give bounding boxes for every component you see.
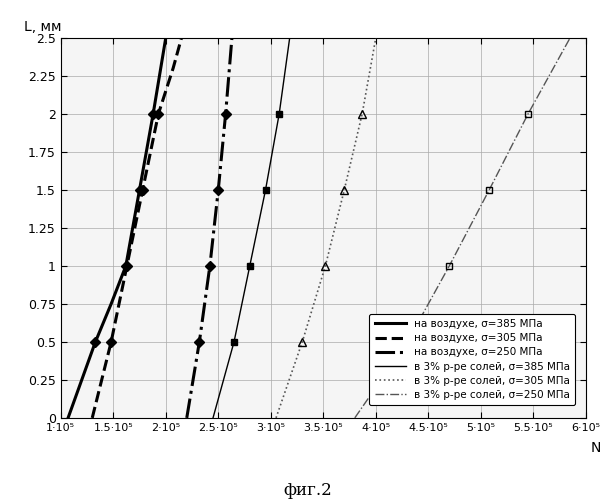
на воздухе, σ=305 МПа: [139, 187, 147, 193]
в 3% р-ре солей, σ=305 МПа: [341, 187, 348, 193]
на воздухе, σ=250 МПа: [196, 339, 203, 345]
в 3% р-ре солей, σ=385 МПа: [262, 187, 269, 193]
на воздухе, σ=305 МПа: [123, 263, 131, 269]
на воздухе, σ=250 МПа: [229, 35, 236, 41]
в 3% р-ре солей, σ=250 МПа: [485, 187, 493, 193]
на воздухе, σ=305 МПа: [155, 111, 162, 117]
Line: на воздухе, σ=385 МПа: на воздухе, σ=385 МПа: [68, 38, 166, 418]
на воздухе, σ=250 МПа: [214, 187, 222, 193]
Text: L, мм: L, мм: [24, 20, 62, 34]
на воздухе, σ=385 МПа: [65, 415, 72, 421]
в 3% р-ре солей, σ=250 МПа: [445, 263, 453, 269]
Text: N: N: [591, 440, 601, 454]
в 3% р-ре солей, σ=385 МПа: [286, 35, 293, 41]
на воздухе, σ=250 МПа: [222, 111, 229, 117]
в 3% р-ре солей, σ=250 МПа: [524, 111, 532, 117]
в 3% р-ре солей, σ=385 МПа: [275, 111, 283, 117]
на воздухе, σ=385 МПа: [78, 377, 86, 383]
в 3% р-ре солей, σ=250 МПа: [566, 35, 573, 41]
на воздухе, σ=305 МПа: [169, 66, 177, 71]
на воздухе, σ=305 МПа: [89, 415, 96, 421]
на воздухе, σ=385 МПа: [150, 111, 157, 117]
в 3% р-ре солей, σ=305 МПа: [322, 263, 329, 269]
на воздухе, σ=305 МПа: [178, 35, 185, 41]
в 3% р-ре солей, σ=305 МПа: [359, 111, 366, 117]
на воздухе, σ=385 МПа: [122, 263, 129, 269]
на воздухе, σ=385 МПа: [136, 187, 143, 193]
Line: на воздухе, σ=305 МПа: на воздухе, σ=305 МПа: [92, 38, 182, 418]
в 3% р-ре солей, σ=250 МПа: [403, 339, 411, 345]
на воздухе, σ=250 МПа: [206, 263, 214, 269]
Text: фиг.2: фиг.2: [283, 482, 333, 499]
в 3% р-ре солей, σ=385 МПа: [246, 263, 253, 269]
в 3% р-ре солей, σ=385 МПа: [209, 415, 217, 421]
Line: в 3% р-ре солей, σ=305 МПа: в 3% р-ре солей, σ=305 МПа: [276, 38, 376, 418]
Line: в 3% р-ре солей, σ=250 МПа: в 3% р-ре солей, σ=250 МПа: [355, 38, 570, 418]
Legend: на воздухе, σ=385 МПа, на воздухе, σ=305 МПа, на воздухе, σ=250 МПа, в 3% р-ре с: на воздухе, σ=385 МПа, на воздухе, σ=305…: [370, 314, 575, 405]
в 3% р-ре солей, σ=250 МПа: [351, 415, 359, 421]
на воздухе, σ=305 МПа: [107, 339, 115, 345]
на воздухе, σ=385 МПа: [92, 339, 99, 345]
в 3% р-ре солей, σ=305 МПа: [372, 35, 379, 41]
на воздухе, σ=385 МПа: [162, 35, 169, 41]
Line: в 3% р-ре солей, σ=385 МПа: в 3% р-ре солей, σ=385 МПа: [213, 38, 290, 418]
в 3% р-ре солей, σ=305 МПа: [299, 339, 306, 345]
в 3% р-ре солей, σ=385 МПа: [230, 339, 238, 345]
в 3% р-ре солей, σ=305 МПа: [272, 415, 280, 421]
на воздухе, σ=385 МПа: [107, 301, 115, 307]
на воздухе, σ=250 МПа: [183, 415, 190, 421]
Line: на воздухе, σ=250 МПа: на воздухе, σ=250 МПа: [187, 38, 232, 418]
